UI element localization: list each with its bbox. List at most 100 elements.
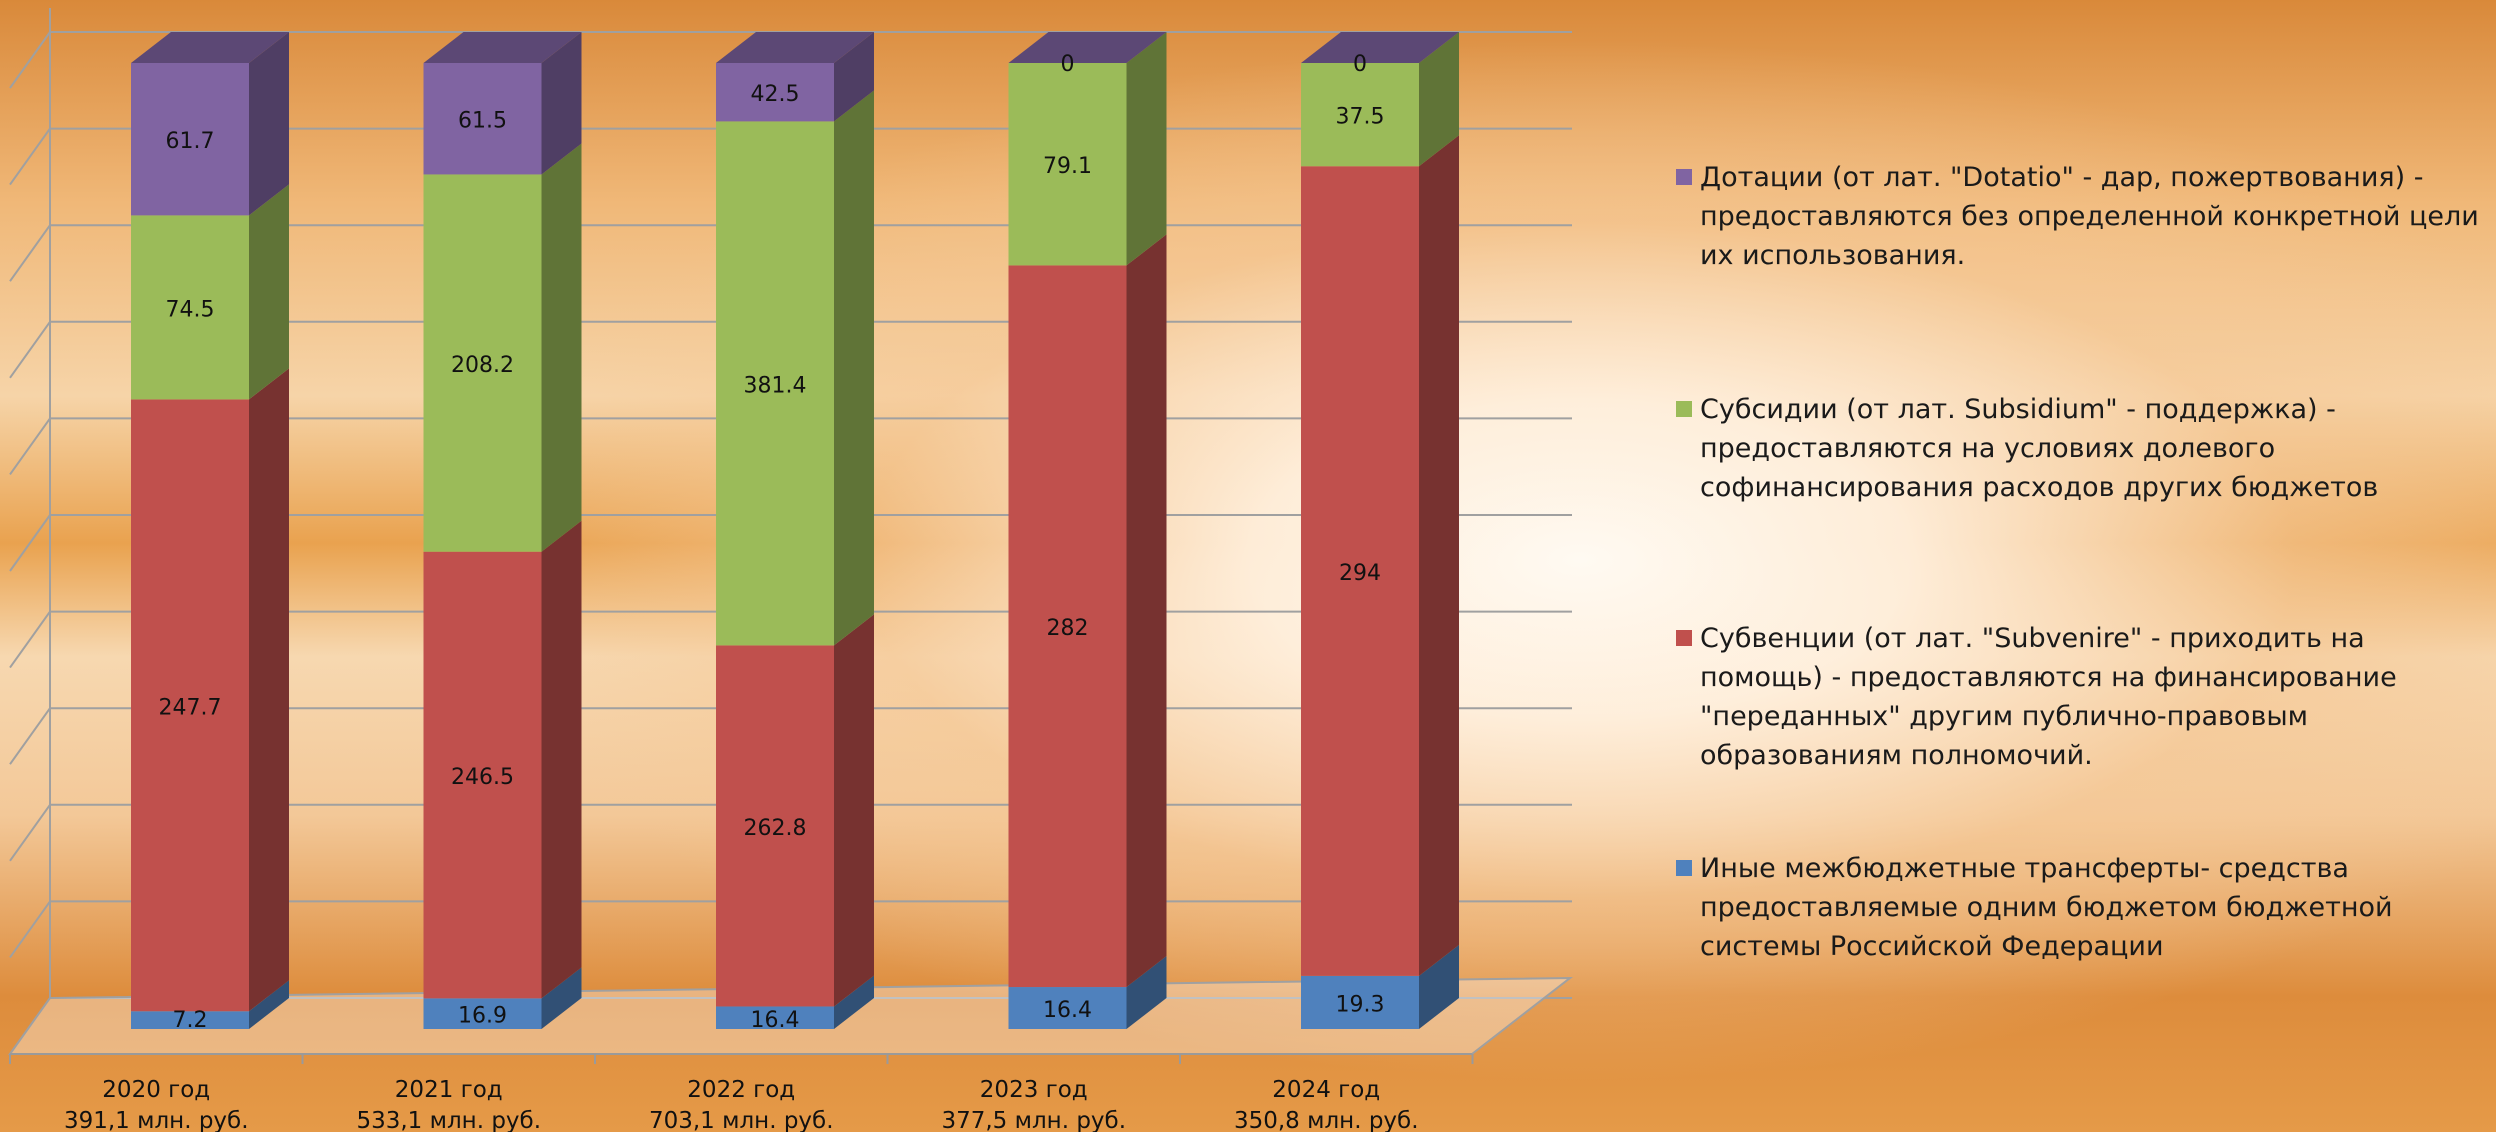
bar-top (716, 32, 874, 63)
bar-front (423, 63, 542, 175)
bar-front (131, 63, 249, 216)
bar-segment (1008, 32, 1167, 63)
gridline-side (9, 514, 51, 572)
bar-front (1008, 265, 1127, 988)
gridline-side (9, 611, 51, 669)
bar-front (423, 551, 542, 999)
bar-segment (423, 967, 582, 1029)
bar-segment (1008, 32, 1167, 266)
bar-segment (423, 143, 582, 552)
data-label: 61.5 (458, 109, 507, 134)
legend-label-subsidies: Субсидии (от лат. Subsidium" - поддержка… (1700, 394, 2379, 503)
bar-front (716, 63, 834, 122)
bar-side (249, 980, 289, 1029)
data-label: 262.8 (744, 816, 807, 841)
legend-label-dotations: Дотации (от лат. "Dotatio" - дар, пожерт… (1700, 162, 2479, 271)
bar-side (1419, 944, 1459, 1029)
gridline-side (9, 31, 51, 89)
gridline-side (9, 321, 51, 379)
legend-label-subventions: Субвенции (от лат. "Subvenire" - приходи… (1700, 623, 2397, 771)
data-label: 247.7 (159, 695, 222, 720)
bar-front (423, 998, 542, 1029)
bar-segment (716, 614, 874, 1007)
bar-front (1301, 975, 1419, 1029)
data-label: 16.4 (751, 1008, 800, 1033)
bar-front (423, 174, 542, 552)
bar-segment (716, 32, 874, 122)
bar-side (834, 90, 874, 646)
legend-swatch-subventions (1676, 630, 1692, 646)
data-label: 61.7 (166, 129, 215, 154)
legend-item-subsidies: Субсидии (от лат. Subsidium" - поддержка… (1676, 390, 2496, 507)
bar-segment (1301, 32, 1459, 63)
data-label: 79.1 (1043, 154, 1092, 179)
bar-side (1419, 32, 1459, 167)
gridline-side (9, 900, 51, 958)
x-tick-label: 2023 год (980, 1077, 1088, 1103)
legend-label-other-transfers: Иные межбюджетные трансферты- средства п… (1700, 853, 2393, 962)
bar-top (423, 32, 582, 63)
x-tick-label: 2021 год (395, 1077, 503, 1103)
gridline-side (9, 707, 51, 765)
labels-layer: 7.2 247.7 74.5 61.7 16.9 246.5 208.2 61.5 16.4 26… (159, 52, 1385, 1033)
bar-segment (1008, 956, 1167, 1029)
data-label: 294 (1339, 561, 1381, 586)
bar-segment (1301, 944, 1459, 1029)
data-label: 19.3 (1336, 992, 1385, 1017)
data-label: 282 (1047, 616, 1089, 641)
gridline-side (9, 417, 51, 475)
bar-segment (1301, 135, 1459, 976)
bar-side (541, 967, 582, 1029)
bar-front (716, 1006, 834, 1029)
bar-top (1008, 32, 1167, 63)
legend-item-other-transfers: Иные межбюджетные трансферты- средства п… (1676, 849, 2496, 966)
bar-side (1419, 135, 1459, 976)
bar-front (131, 1011, 249, 1029)
bar-segment (423, 32, 582, 175)
bars-layer (131, 32, 1459, 1029)
data-label: 0 (1353, 52, 1367, 77)
x-tick-label: 2022 год (687, 1077, 795, 1103)
bar-segment (1008, 234, 1167, 988)
bar-front (131, 399, 249, 1012)
bar-side (834, 614, 874, 1007)
bar-side (1126, 32, 1167, 266)
x-tick-sublabel: 377,5 млн. руб. (941, 1108, 1126, 1132)
bar-top (1301, 32, 1459, 63)
bar-top (131, 32, 289, 63)
data-label: 74.5 (166, 297, 215, 322)
data-label: 246.5 (451, 765, 514, 790)
bar-side (249, 32, 289, 216)
bar-segment (1301, 32, 1459, 167)
x-tick-sublabel: 703,1 млн. руб. (649, 1108, 834, 1132)
bar-side (541, 520, 582, 999)
bar-front (1301, 166, 1419, 976)
x-tick-sublabel: 533,1 млн. руб. (356, 1108, 541, 1132)
gridline-side (9, 128, 51, 186)
bar-segment (131, 368, 289, 1012)
data-label: 7.2 (173, 1008, 208, 1033)
bar-front (716, 121, 834, 646)
bar-segment (716, 90, 874, 646)
bar-side (1126, 956, 1167, 1029)
bar-segment (131, 980, 289, 1029)
bar-side (834, 32, 874, 122)
data-label: 42.5 (751, 82, 800, 107)
gridline-side (9, 804, 51, 862)
bar-side (1126, 234, 1167, 988)
bar-front (1301, 63, 1419, 167)
bar-segment (131, 184, 289, 400)
data-label: 381.4 (744, 373, 807, 398)
bar-side (834, 975, 874, 1029)
bar-side (249, 368, 289, 1012)
axis-layer: 2020 год 391,1 млн. руб. 2021 год 533,1 млн… (9, 1053, 1474, 1132)
x-tick-sublabel: 350,8 млн. руб. (1234, 1108, 1419, 1132)
bar-segment (716, 975, 874, 1029)
legend-item-dotations: Дотации (от лат. "Dotatio" - дар, пожерт… (1676, 158, 2496, 275)
legend-swatch-dotations (1676, 169, 1692, 185)
bar-front (1008, 987, 1127, 1029)
bar-front (1008, 63, 1127, 266)
data-label: 16.4 (1043, 998, 1092, 1023)
data-label: 16.9 (458, 1004, 507, 1029)
